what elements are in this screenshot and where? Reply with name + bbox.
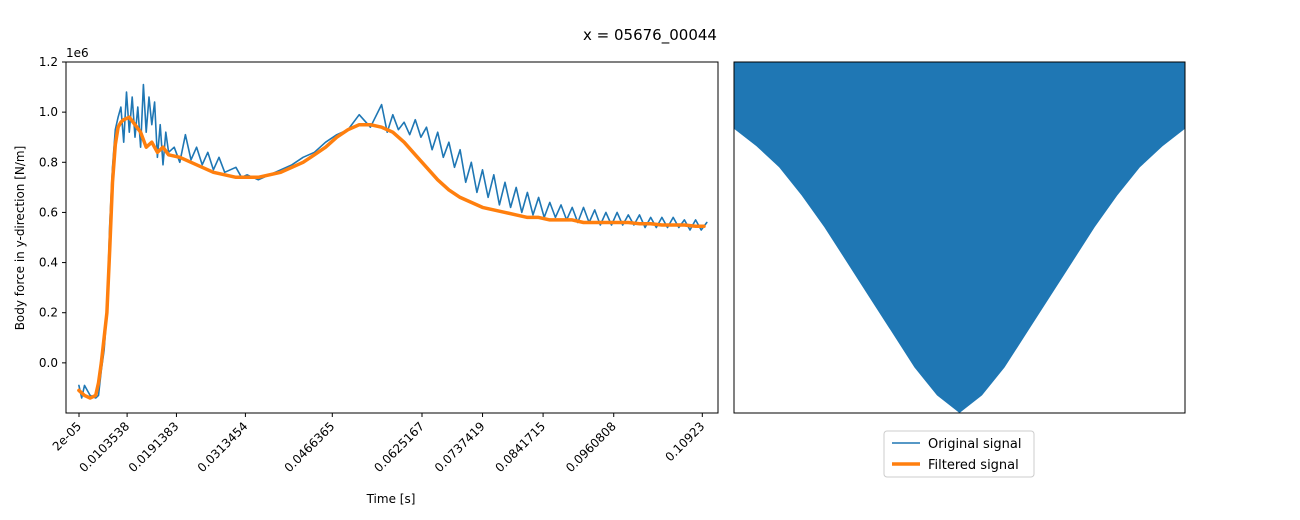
figure-title: x = 05676_00044 [583, 26, 717, 45]
y-tick-label: 1.2 [39, 55, 58, 69]
series-line-original [78, 83, 708, 399]
series-line-filtered [77, 115, 706, 400]
right-axes-frame [733, 61, 1186, 414]
line-chart: 0.0 0.2 0.4 0.6 0.8 1.0 1.2 2e-050.01035380.01… [13, 46, 719, 506]
y-tick-label: 0.8 [39, 155, 58, 169]
y-ticks: 0.0 0.2 0.4 0.6 0.8 1.0 1.2 [39, 55, 66, 370]
y-tick-label: 1.0 [39, 105, 58, 119]
area-chart [733, 61, 1186, 414]
x-tick-label: 0.0960808 [563, 419, 619, 475]
x-tick-label: 0.0103538 [76, 419, 132, 475]
x-tick-label: 0.0466365 [282, 419, 338, 475]
line-series-group [77, 83, 708, 400]
y-tick-label: 0.6 [39, 205, 58, 219]
legend-label-original: Original signal [928, 437, 1021, 452]
y-axis-label: Body force in y-direction [N/m] [13, 146, 27, 331]
x-tick-label: 0.0625167 [371, 419, 427, 475]
x-axis-label: Time [s] [366, 492, 416, 506]
x-tick-label: 0.0313454 [195, 419, 251, 475]
x-tick-label: 0.0191383 [126, 419, 182, 475]
legend: Original signal Filtered signal [883, 430, 1035, 478]
x-tick-label: 0.10923 [662, 419, 707, 464]
x-tick-label: 2e-05 [50, 419, 84, 453]
area-fill [734, 62, 1185, 413]
left-axes-frame [65, 61, 719, 414]
x-tick-label: 0.0737419 [432, 419, 488, 475]
y-tick-label: 0.0 [39, 356, 58, 370]
legend-box [883, 430, 1035, 478]
y-tick-label: 0.4 [39, 256, 58, 270]
x-tick-label: 0.0841715 [492, 419, 548, 475]
legend-label-filtered: Filtered signal [928, 458, 1019, 473]
y-tick-label: 0.2 [39, 306, 58, 320]
y-offset-label: 1e6 [66, 46, 89, 60]
